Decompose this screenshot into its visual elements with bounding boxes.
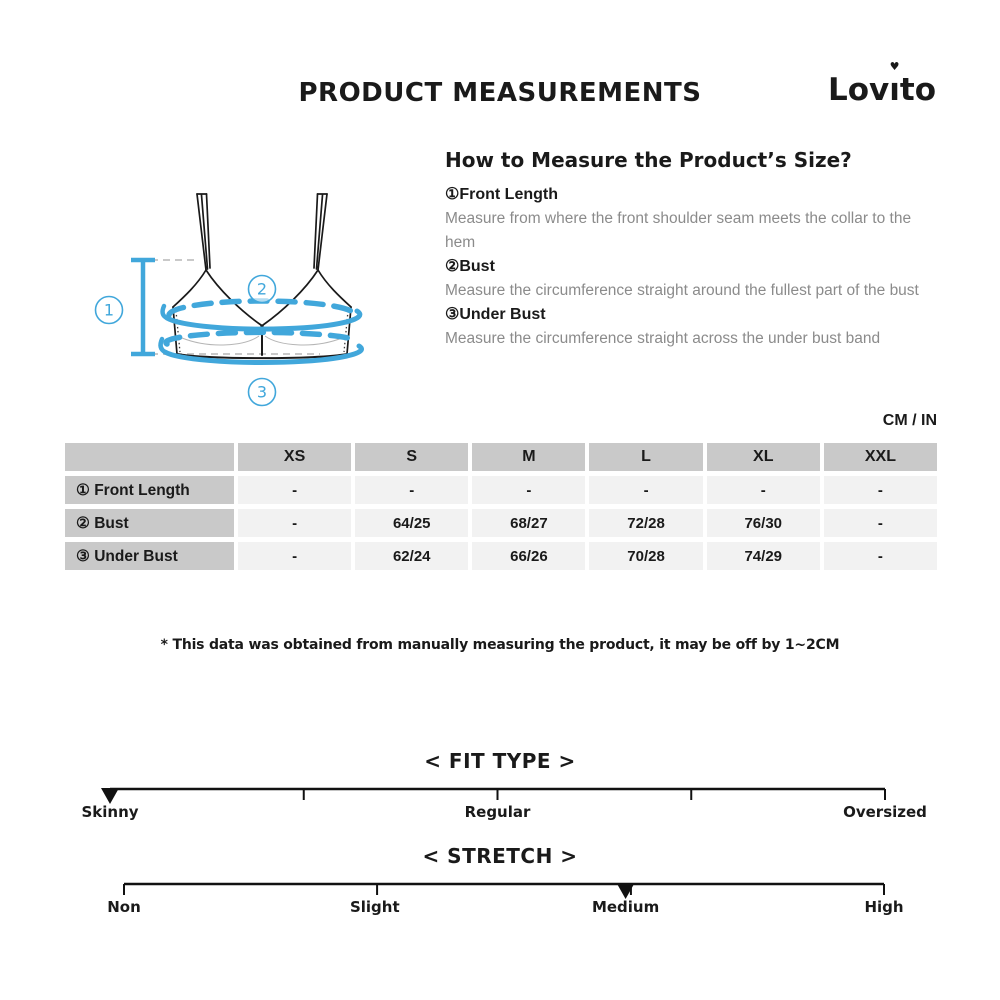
- band-seam-dotted-lines: [175, 310, 349, 353]
- bra-measurement-diagram: 1 2 3: [85, 168, 430, 420]
- size-value-cell: 72/28: [589, 509, 703, 537]
- size-column-header: L: [589, 443, 703, 471]
- size-value-cell: -: [823, 509, 937, 537]
- scale-label: Regular: [464, 803, 531, 821]
- scale-labels: Skinny Regular Oversized: [81, 803, 926, 823]
- size-value-cell: 74/29: [706, 542, 820, 570]
- size-value-cell: 68/27: [472, 509, 586, 537]
- size-value-cell: 76/30: [706, 509, 820, 537]
- size-value-cell: -: [238, 509, 352, 537]
- how-to-item-front-length: ①Front Length Measure from where the fro…: [445, 183, 930, 255]
- size-column-header: S: [355, 443, 469, 471]
- size-value-cell: -: [706, 476, 820, 504]
- size-value-cell: -: [355, 476, 469, 504]
- diagram-number-markers: 1 2 3: [94, 274, 277, 407]
- under-bust-measure-ellipse: [158, 329, 364, 365]
- item-marker: ①: [445, 186, 460, 203]
- page-title: PRODUCT MEASUREMENTS: [298, 78, 702, 108]
- scale-label: Non: [107, 898, 141, 916]
- how-to-item-bust: ②Bust Measure the circumference straight…: [445, 255, 930, 303]
- size-value-cell: 62/24: [355, 542, 469, 570]
- stretch-title: < STRETCH >: [422, 844, 578, 868]
- scale-labels: Non Slight Medium High: [107, 898, 903, 918]
- measurement-footnote: * This data was obtained from manually m…: [160, 637, 840, 653]
- size-value-cell: -: [238, 542, 352, 570]
- size-value-cell: -: [823, 542, 937, 570]
- item-label: Under Bust: [459, 306, 546, 323]
- size-column-header: XS: [238, 443, 352, 471]
- size-value-cell: 66/26: [472, 542, 586, 570]
- how-to-measure-section: How to Measure the Product’s Size? ①Fron…: [445, 148, 930, 351]
- fit-type-title: < FIT TYPE >: [424, 749, 576, 773]
- how-to-item-under-bust: ③Under Bust Measure the circumference st…: [445, 303, 930, 351]
- marker-1: 1: [104, 301, 114, 320]
- scale-axis: [123, 882, 885, 899]
- scale-label: Oversized: [843, 803, 927, 821]
- units-label: CM / IN: [882, 412, 937, 429]
- size-row-label: ① Front Length: [65, 476, 234, 504]
- bra-diagram-drawing: 1 2 3: [94, 193, 364, 407]
- stretch-scale: Non Slight Medium High: [107, 881, 904, 916]
- how-to-heading: How to Measure the Product’s Size?: [445, 148, 852, 172]
- size-table: XS S M L XL XXL ① Front Length - - - - - - ② Bust -64/…: [65, 443, 937, 570]
- item-description: Measure the circumference straight acros…: [445, 330, 881, 347]
- item-label: Bust: [459, 258, 495, 275]
- scale-label: Slight: [349, 898, 400, 916]
- size-row-label: ③ Under Bust: [65, 542, 234, 570]
- lovito-logo: Lovı ♥ to: [827, 60, 936, 108]
- cup-wire-lines: [181, 335, 343, 346]
- fit-type-scale: Skinny Regular Oversized: [81, 786, 927, 821]
- scale-axis: [101, 787, 886, 804]
- scale-label: Medium: [591, 898, 660, 916]
- item-marker: ③: [445, 306, 460, 323]
- scale-label: Skinny: [81, 803, 139, 821]
- size-value-cell: -: [472, 476, 586, 504]
- item-label: Front Length: [459, 186, 558, 203]
- size-column-header: M: [472, 443, 586, 471]
- scale-marker-triangle: [616, 883, 635, 899]
- item-marker: ②: [445, 258, 460, 275]
- size-table-corner-cell: [65, 443, 234, 471]
- item-description: Measure the circumference straight aroun…: [445, 282, 919, 299]
- item-description: Measure from where the front shoulder se…: [445, 210, 912, 251]
- size-row-label: ② Bust: [65, 509, 234, 537]
- size-value-cell: -: [589, 476, 703, 504]
- size-column-header: XXL: [823, 443, 937, 471]
- size-value-cell: -: [823, 476, 937, 504]
- marker-3: 3: [257, 383, 267, 402]
- scale-label: High: [864, 898, 904, 916]
- size-value-cell: 70/28: [589, 542, 703, 570]
- front-length-ruler: [131, 257, 155, 357]
- size-column-header: XL: [706, 443, 820, 471]
- scale-marker-triangle: [101, 788, 119, 804]
- marker-2: 2: [257, 280, 267, 299]
- size-value-cell: 64/25: [355, 509, 469, 537]
- size-value-cell: -: [238, 476, 352, 504]
